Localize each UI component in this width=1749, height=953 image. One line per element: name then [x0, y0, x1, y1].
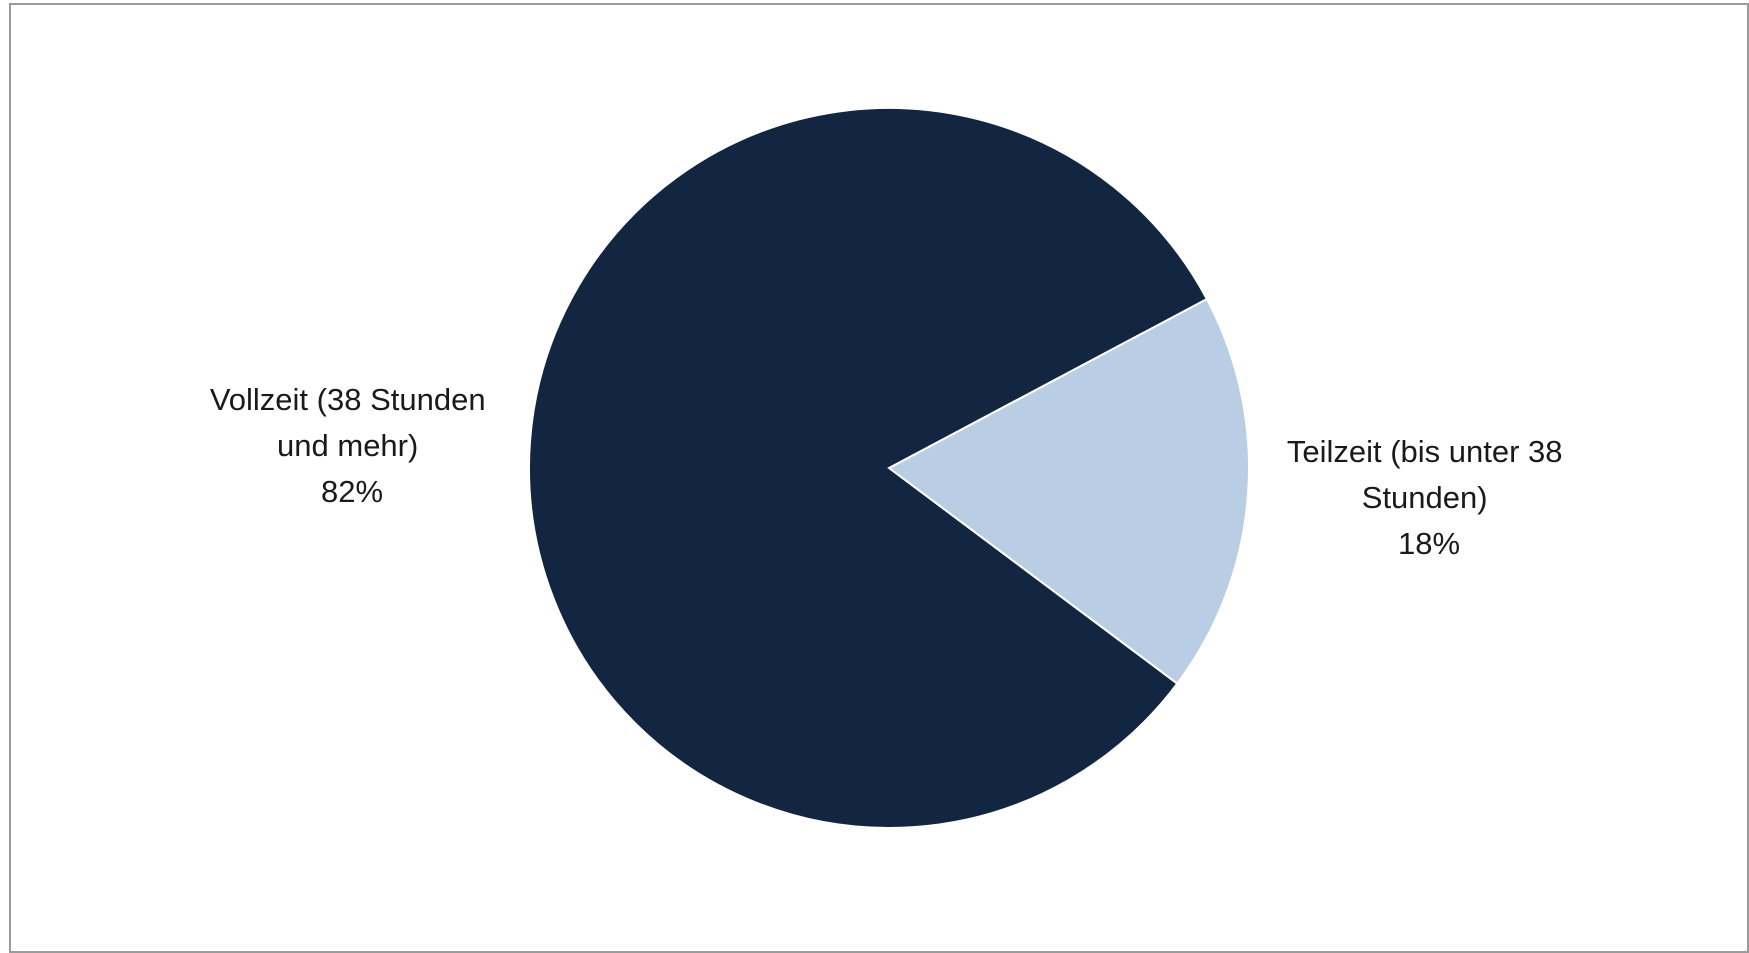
slice-label-teilzeit-line-1: Teilzeit (bis unter 38 [1287, 434, 1563, 469]
slice-label-teilzeit: Teilzeit (bis unter 38 Stunden) 18% [1287, 434, 1571, 561]
pie-slices [528, 107, 1250, 829]
slice-label-vollzeit-line-2: und mehr) [277, 428, 418, 463]
pie-slice-teilzeit [887, 297, 1250, 686]
slice-label-vollzeit: Vollzeit (38 Stunden und mehr) 82% [210, 382, 494, 509]
slice-label-vollzeit-percent: 82% [321, 474, 383, 509]
slice-label-teilzeit-percent: 18% [1398, 526, 1460, 561]
slice-label-teilzeit-line-2: Stunden) [1362, 480, 1488, 515]
slice-label-vollzeit-line-1: Vollzeit (38 Stunden [210, 382, 486, 417]
pie-slice-vollzeit [528, 107, 1209, 829]
